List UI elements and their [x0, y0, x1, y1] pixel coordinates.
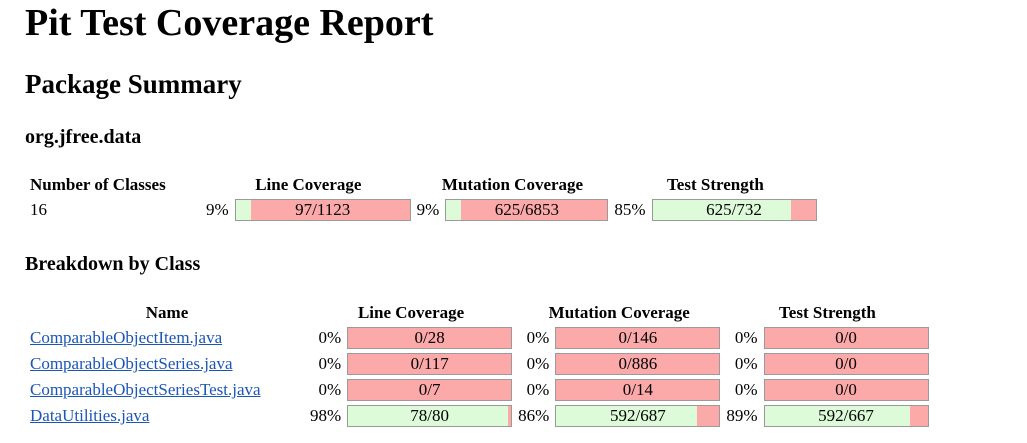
breakdown-heading: Breakdown by Class	[25, 253, 201, 275]
class-link[interactable]: DataUtilities.java	[30, 406, 150, 425]
line-coverage-ratio: 0/7	[418, 380, 441, 399]
mutation-coverage-bar: 625/6853	[445, 199, 609, 221]
test-strength-bar-cell: 0/0	[762, 352, 931, 376]
test-strength-fill	[764, 406, 910, 426]
mutation-coverage-ratio: 0/146	[618, 328, 658, 347]
mutation-coverage-bar: 0/146	[555, 327, 721, 349]
section-title: Package Summary	[25, 69, 242, 99]
number-of-classes-value: 16	[30, 200, 47, 219]
mutation-coverage-bar-cell: 0/14	[553, 378, 722, 402]
header-number-of-classes: Number of Classes	[30, 175, 166, 194]
line-coverage-ratio: 97/1123	[295, 200, 351, 219]
mutation-coverage-ratio: 625/6853	[494, 200, 559, 219]
header-test-strength: Test Strength	[779, 303, 876, 322]
mutation-coverage-ratio: 0/14	[622, 380, 653, 399]
line-coverage-bar: 78/80	[347, 405, 513, 427]
mutation-coverage-bar: 0/886	[555, 353, 721, 375]
line-coverage-bar: 0/7	[347, 379, 513, 401]
test-strength-ratio: 592/667	[818, 406, 874, 425]
mutation-coverage-bar: 592/687	[555, 405, 721, 427]
line-coverage-percent: 98%	[310, 406, 342, 425]
mutation-coverage-bar: 0/14	[555, 379, 721, 401]
mutation-coverage-bar-cell: 592/687	[553, 404, 722, 428]
mutation-coverage-bar-cell: 625/6853	[443, 198, 610, 222]
line-coverage-percent: 0%	[318, 328, 342, 347]
breakdown-rows: ComparableObjectItem.java 0% 0/28 0% 0/146 0%…	[28, 326, 931, 428]
line-coverage-bar: 97/1123	[234, 199, 411, 221]
test-strength-ratio: 0/0	[835, 328, 857, 347]
test-strength-bar: 0/0	[763, 327, 929, 349]
mutation-coverage-bar-cell: 0/146	[553, 326, 722, 350]
class-name-cell: DataUtilities.java	[28, 404, 306, 428]
line-coverage-ratio: 0/117	[410, 354, 449, 373]
header-name: Name	[145, 303, 189, 322]
header-line-coverage: Line Coverage	[255, 175, 362, 194]
test-strength-bar: 592/667	[763, 405, 929, 427]
table-row: ComparableObjectItem.java 0% 0/28 0% 0/146 0%…	[28, 326, 931, 350]
test-strength-percent: 0%	[734, 380, 758, 399]
mutation-coverage-percent: 0%	[526, 380, 550, 399]
test-strength-bar-cell: 625/732	[650, 198, 819, 222]
test-strength-percent: 85%	[614, 200, 646, 219]
line-coverage-ratio: 0/28	[414, 328, 445, 347]
class-name-cell: ComparableObjectItem.java	[28, 326, 306, 350]
line-coverage-percent: 0%	[318, 380, 342, 399]
line-coverage-bar: 0/28	[347, 327, 513, 349]
line-coverage-ratio: 78/80	[410, 406, 450, 425]
mutation-coverage-percent: 86%	[518, 406, 550, 425]
table-row: DataUtilities.java 98% 78/80 86% 592/687 89% 5…	[28, 404, 931, 428]
line-coverage-fill	[235, 200, 252, 220]
package-summary-table: Number of Classes Line Coverage Mutation…	[26, 172, 821, 224]
test-strength-bar: 0/0	[763, 353, 929, 375]
mutation-coverage-fill	[556, 406, 697, 426]
test-strength-bar-cell: 592/667	[762, 404, 931, 428]
line-coverage-bar-cell: 97/1123	[233, 198, 413, 222]
mutation-coverage-ratio: 592/687	[609, 406, 666, 425]
breakdown-table: Name Line Coverage Mutation Coverage Tes…	[26, 300, 933, 430]
test-strength-percent: 89%	[726, 406, 758, 425]
line-coverage-percent: 9%	[206, 200, 229, 219]
test-strength-bar: 0/0	[763, 379, 929, 401]
header-line-coverage: Line Coverage	[357, 303, 465, 322]
page-title: Pit Test Coverage Report	[25, 2, 434, 44]
test-strength-fill	[652, 200, 792, 220]
line-coverage-bar-cell: 0/28	[345, 326, 514, 350]
table-row: ComparableObjectSeriesTest.java 0% 0/7 0% 0/…	[28, 378, 931, 402]
summary-header-row: Number of Classes Line Coverage Mutation…	[28, 174, 819, 196]
summary-row: 16 9% 97/1123 9% 625/6853 85% 625/732	[28, 198, 819, 222]
class-name-cell: ComparableObjectSeries.java	[28, 352, 306, 376]
mutation-coverage-ratio: 0/886	[618, 354, 658, 373]
line-coverage-percent: 0%	[318, 354, 342, 373]
test-strength-ratio: 0/0	[835, 380, 857, 399]
table-row: ComparableObjectSeries.java 0% 0/117 0% 0/88…	[28, 352, 931, 376]
line-coverage-fill	[348, 406, 508, 426]
class-link[interactable]: ComparableObjectItem.java	[30, 328, 223, 347]
line-coverage-bar-cell: 0/7	[345, 378, 514, 402]
test-strength-bar-cell: 0/0	[762, 378, 931, 402]
package-name: org.jfree.data	[25, 126, 142, 148]
class-link[interactable]: ComparableObjectSeries.java	[30, 354, 233, 373]
test-strength-ratio: 0/0	[835, 354, 857, 373]
line-coverage-bar: 0/117	[347, 353, 513, 375]
test-strength-percent: 0%	[734, 354, 758, 373]
mutation-coverage-fill	[446, 200, 461, 220]
mutation-coverage-bar-cell: 0/886	[553, 352, 722, 376]
line-coverage-bar-cell: 78/80	[345, 404, 514, 428]
breakdown-header-row: Name Line Coverage Mutation Coverage Tes…	[28, 302, 931, 324]
test-strength-ratio: 625/732	[706, 200, 762, 219]
header-mutation-coverage: Mutation Coverage	[441, 175, 584, 194]
mutation-coverage-percent: 0%	[526, 354, 550, 373]
mutation-coverage-percent: 0%	[526, 328, 550, 347]
line-coverage-bar-cell: 0/117	[345, 352, 514, 376]
test-strength-percent: 0%	[734, 328, 758, 347]
test-strength-bar: 625/732	[651, 199, 817, 221]
header-mutation-coverage: Mutation Coverage	[548, 303, 690, 322]
test-strength-bar-cell: 0/0	[762, 326, 931, 350]
mutation-coverage-percent: 9%	[416, 200, 440, 219]
class-name-cell: ComparableObjectSeriesTest.java	[28, 378, 306, 402]
class-link[interactable]: ComparableObjectSeriesTest.java	[30, 380, 261, 399]
header-test-strength: Test Strength	[667, 175, 764, 194]
